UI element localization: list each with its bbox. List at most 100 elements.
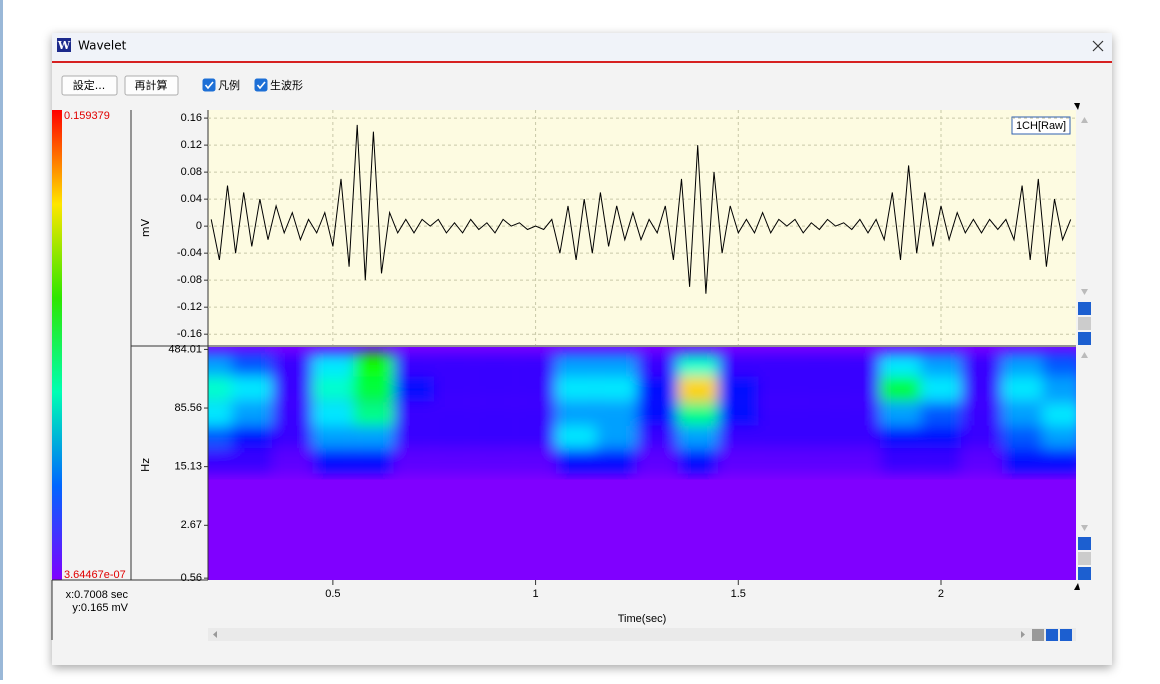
spectrogram-cell xyxy=(555,353,597,379)
spectrogram-cell xyxy=(272,425,313,451)
spectrogram-cell xyxy=(474,353,516,379)
spectrogram-cell xyxy=(272,353,313,379)
spectrogram-cell xyxy=(515,425,556,451)
spectrogram-cell xyxy=(231,448,273,474)
spectrogram-cell xyxy=(555,425,597,451)
spectrogram-cell xyxy=(208,402,232,428)
spectrogram-cell xyxy=(839,376,881,402)
spectrogram-cell xyxy=(839,353,881,379)
spectrogram-cell xyxy=(880,425,921,451)
close-button[interactable] xyxy=(1092,40,1104,52)
colorbar xyxy=(52,110,62,580)
spectrogram-cell xyxy=(839,448,881,474)
spectrogram-cell xyxy=(677,353,719,379)
h-scrollbar[interactable] xyxy=(208,628,1076,641)
legend-box xyxy=(1011,116,1071,135)
scroll-right[interactable] xyxy=(1021,631,1025,638)
settings-button[interactable] xyxy=(61,75,118,96)
app-icon-letter: W xyxy=(57,39,71,52)
h-zoom-plus[interactable] xyxy=(1046,629,1058,641)
recalc-button[interactable] xyxy=(124,75,179,96)
window-title: Wavelet xyxy=(78,39,127,53)
spectrogram-cell xyxy=(393,402,435,428)
spectrogram-cell xyxy=(718,448,759,474)
spectrogram-cell xyxy=(718,402,759,428)
y-tick-label: 0.08 xyxy=(181,166,202,178)
spectrogram-cell xyxy=(272,448,313,474)
v-scroll-up[interactable] xyxy=(1081,117,1088,123)
cursor-x: x:0.7008 sec xyxy=(66,589,129,601)
spectrogram-cell xyxy=(799,402,840,428)
v-scroll-down[interactable] xyxy=(1081,289,1088,295)
spectrogram-cell xyxy=(312,376,354,402)
spectrogram-cell xyxy=(1042,353,1076,379)
y-tick-label: -0.16 xyxy=(177,328,202,340)
spectrogram-cell xyxy=(758,402,800,428)
spectrogram-cell xyxy=(474,425,516,451)
spectrogram-cell xyxy=(1042,425,1076,451)
x-tick-label: 0.5 xyxy=(325,588,340,600)
spectrogram-cell xyxy=(353,402,394,428)
spectrogram-cell xyxy=(1001,448,1043,474)
range-marker-top xyxy=(1074,103,1080,110)
spectrogram-cell xyxy=(799,353,840,379)
legend-label: 1CH[Raw] xyxy=(1016,120,1066,132)
spectrogram-cell xyxy=(920,425,962,451)
spectrogram-cell xyxy=(758,353,800,379)
spectrogram-cell xyxy=(393,425,435,451)
y-tick-label: -0.12 xyxy=(177,301,202,313)
spectrogram-cell xyxy=(636,402,678,428)
waveform-plot xyxy=(208,110,1076,345)
spectrogram-cell xyxy=(555,402,597,428)
v2-zoom-fit[interactable] xyxy=(1078,567,1091,580)
spectrogram-cell xyxy=(353,353,394,379)
y-tick-label: 85.56 xyxy=(174,402,202,414)
colorbar-max: 0.159379 xyxy=(64,110,110,122)
checkbox[interactable] xyxy=(254,78,268,92)
y-tick-label: 484.01 xyxy=(168,343,202,355)
spectrogram-cell xyxy=(1001,402,1043,428)
v-zoom-minus[interactable] xyxy=(1078,317,1091,330)
spectrogram-cell xyxy=(920,448,962,474)
spectrogram-cell xyxy=(474,448,516,474)
v-zoom-fit[interactable] xyxy=(1078,332,1091,345)
spectrogram-cell xyxy=(799,425,840,451)
checkbox[interactable] xyxy=(202,78,216,92)
spectrogram-cell xyxy=(515,402,556,428)
title-bar xyxy=(52,33,1112,61)
spectrogram-cell xyxy=(839,425,881,451)
h-zoom-fit[interactable] xyxy=(1060,629,1072,641)
spectrogram-cell xyxy=(961,448,1002,474)
v2-zoom-plus[interactable] xyxy=(1078,537,1091,550)
x-tick-label: 1.5 xyxy=(731,588,746,600)
v2-zoom-minus[interactable] xyxy=(1078,552,1091,565)
spectrogram-cell xyxy=(718,353,759,379)
settings-button-label: 設定... xyxy=(73,78,106,92)
spectrogram-cell xyxy=(596,402,637,428)
y-tick-label: 0.16 xyxy=(181,112,202,124)
h-zoom-minus[interactable] xyxy=(1032,629,1044,641)
spectrogram-cell xyxy=(393,376,435,402)
spectrogram-cell xyxy=(961,425,1002,451)
y-tick-label: 0 xyxy=(196,220,202,232)
v-zoom-plus[interactable] xyxy=(1078,302,1091,315)
spectrogram-cell xyxy=(393,448,435,474)
spectrogram-cell xyxy=(434,376,475,402)
v2-scroll-up[interactable] xyxy=(1081,352,1088,358)
y-tick-label: 15.13 xyxy=(174,461,202,473)
x-axis-label: Time(sec) xyxy=(618,613,666,625)
spectrogram-cell xyxy=(596,376,637,402)
x-tick-label: 1 xyxy=(533,588,539,600)
v2-scroll-down[interactable] xyxy=(1081,525,1088,531)
spectrogram-cell xyxy=(636,376,678,402)
spectrogram-cell xyxy=(272,402,313,428)
spectrogram-cell xyxy=(515,448,556,474)
y-tick-label: -0.04 xyxy=(177,247,202,259)
spectrogram-cell xyxy=(799,448,840,474)
colorbar-min: 3.64467e-07 xyxy=(64,569,126,581)
spectrogram-cell xyxy=(474,376,516,402)
spectrogram-cell xyxy=(434,353,475,379)
scroll-left[interactable] xyxy=(213,631,217,638)
spectrogram-cell xyxy=(312,353,354,379)
